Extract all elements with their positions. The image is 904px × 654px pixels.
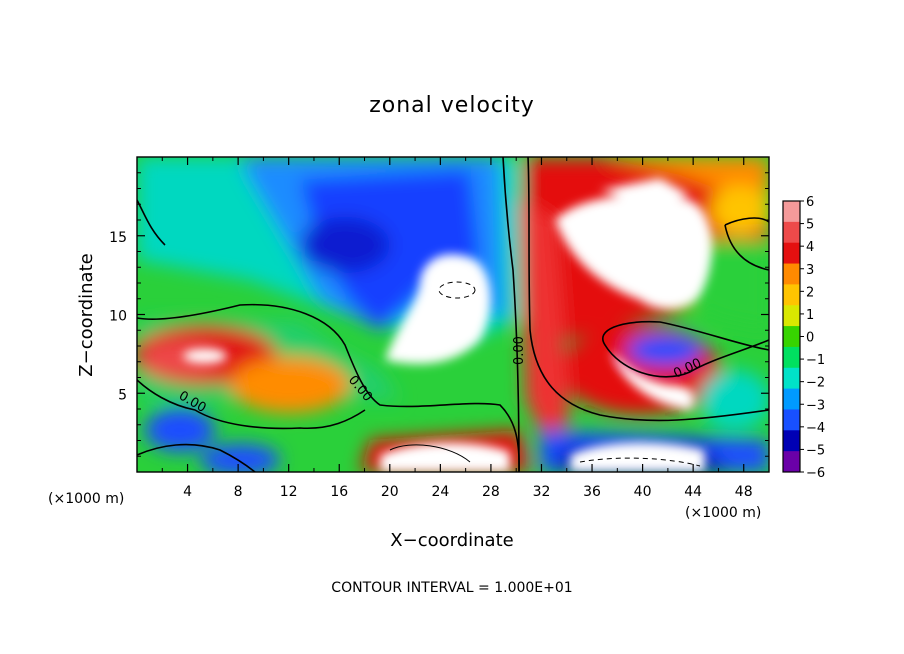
x-tick-label: 24 xyxy=(431,484,449,500)
colorbar-label: 6 xyxy=(806,195,814,210)
x-tick-label: 40 xyxy=(634,484,652,500)
colorbar-swatch xyxy=(783,451,800,473)
y-tick-label: 5 xyxy=(118,387,127,403)
contour-label: 0.00 xyxy=(512,336,527,365)
x-axis: 4 8 12 16 20 24 28 32 36 40 44 48 xyxy=(161,157,753,500)
colorbar-swatch xyxy=(783,326,800,348)
x-unit-label-right: (×1000 m) xyxy=(685,505,761,521)
y-axis-label: Z−coordinate xyxy=(76,253,97,376)
x-tick-label: 16 xyxy=(330,484,348,500)
colorbar-swatch xyxy=(783,430,800,452)
x-tick-label: 28 xyxy=(482,484,500,500)
colorbar-swatch xyxy=(783,201,800,223)
colorbar-label: −1 xyxy=(806,353,825,368)
colorbar-label: 2 xyxy=(806,285,814,300)
x-tick-label: 48 xyxy=(735,484,753,500)
chart-title: zonal velocity xyxy=(369,93,535,118)
x-axis-label: X−coordinate xyxy=(390,530,513,551)
x-tick-label: 32 xyxy=(533,484,551,500)
colorbar-swatch xyxy=(783,388,800,410)
colorbar-label: 5 xyxy=(806,218,814,233)
zero-contours xyxy=(137,157,769,472)
colorbar-label: −4 xyxy=(806,421,825,436)
colorbar-swatch xyxy=(783,367,800,390)
colorbar-swatch xyxy=(783,263,800,285)
x-unit-label-left: (×1000 m) xyxy=(48,491,124,507)
colorbar-label: −6 xyxy=(806,466,825,481)
x-tick-label: 20 xyxy=(381,484,399,500)
colorbar-label: −2 xyxy=(806,376,825,391)
colorbar-label: −3 xyxy=(806,398,825,413)
x-tick-label: 36 xyxy=(583,484,601,500)
colorbar-label: 4 xyxy=(806,240,814,255)
colorbar-swatch xyxy=(783,284,800,306)
colorbar: 6 5 4 3 2 1 0 −1 −2 −3 −4 −5 −6 xyxy=(782,195,825,481)
colorbar-swatch xyxy=(783,409,800,431)
contour-interval-note: CONTOUR INTERVAL = 1.000E+01 xyxy=(331,580,572,596)
colorbar-label: 3 xyxy=(806,263,814,278)
y-tick-label: 15 xyxy=(109,230,127,246)
colorbar-label: −5 xyxy=(806,443,825,458)
colorbar-label: 0 xyxy=(806,331,814,346)
x-tick-label: 8 xyxy=(234,484,243,500)
colorbar-swatch xyxy=(783,242,800,265)
y-tick-label: 10 xyxy=(109,309,127,325)
colorbar-swatch xyxy=(783,221,800,244)
colorbar-swatch xyxy=(783,305,800,327)
plot-area xyxy=(137,157,769,472)
x-tick-label: 4 xyxy=(183,484,192,500)
x-tick-label: 12 xyxy=(280,484,298,500)
x-tick-label: 44 xyxy=(684,484,702,500)
colorbar-swatch xyxy=(783,346,800,369)
colorbar-label: 1 xyxy=(806,308,814,323)
y-axis: 5 10 15 xyxy=(109,172,769,457)
